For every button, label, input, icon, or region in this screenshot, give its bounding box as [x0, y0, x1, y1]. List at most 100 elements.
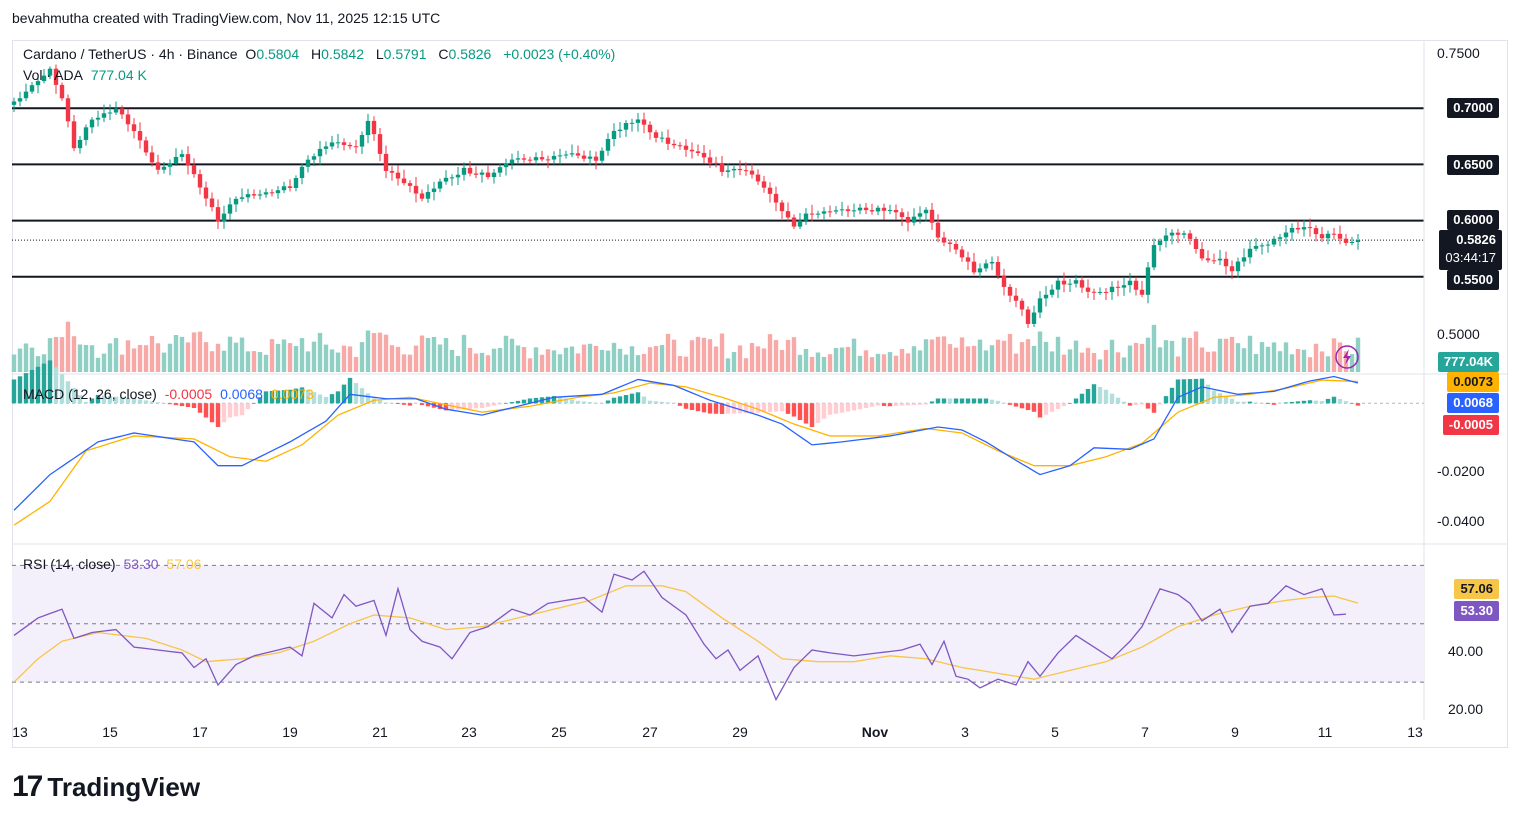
volume-bar — [575, 353, 581, 372]
volume-bar — [1061, 354, 1067, 372]
macd-histogram-bar — [53, 367, 59, 404]
macd-histogram-bar — [551, 396, 557, 404]
macd-histogram-bar — [89, 398, 95, 404]
macd-histogram-bar — [239, 403, 245, 416]
tradingview-logo[interactable]: 17 TradingView — [12, 770, 200, 804]
volume-bar — [959, 337, 965, 372]
volume-bar — [833, 348, 839, 372]
macd-histogram-bar — [527, 398, 533, 404]
macd-histogram-bar — [275, 390, 281, 404]
macd-histogram-bar — [1067, 403, 1073, 404]
macd-histogram-bar — [47, 360, 53, 404]
volume-label[interactable]: Vol · ADA — [23, 67, 83, 83]
volume-bar — [635, 355, 641, 372]
macd-histogram-bar — [1307, 400, 1313, 404]
volume-bar — [581, 344, 587, 372]
macd-histogram-bar — [299, 387, 305, 404]
candle-body — [293, 178, 299, 188]
rsi-legend: RSI (14, close) 53.30 57.06 — [23, 556, 205, 572]
macd-histogram-bar — [851, 403, 857, 411]
candle-body — [1259, 245, 1265, 247]
rsi-value: 53.30 — [123, 556, 159, 572]
candle-body — [317, 148, 323, 157]
volume-bar — [1313, 343, 1319, 372]
volume-bar — [707, 339, 713, 372]
candle-body — [431, 188, 437, 192]
candle-body — [443, 177, 449, 182]
chart-attribution: bevahmutha created with TradingView.com,… — [12, 10, 441, 26]
candle-body — [809, 213, 815, 215]
volume-bar — [1217, 338, 1223, 372]
volume-bar — [83, 344, 89, 372]
main-legend: Cardano / TetherUS · 4h · Binance O0.580… — [23, 46, 619, 62]
macd-histogram-bar — [941, 398, 947, 404]
volume-bar — [17, 348, 23, 372]
macd-histogram-bar — [857, 403, 863, 410]
volume-bar — [137, 344, 143, 372]
candle-body — [281, 186, 287, 191]
macd-histogram-bar — [1187, 379, 1193, 404]
candle-body — [1079, 280, 1085, 288]
volume-bar — [989, 345, 995, 372]
macd-histogram-bar — [671, 402, 677, 404]
candle-body — [341, 142, 347, 145]
time-axis-label: 11 — [1318, 724, 1333, 740]
macd-histogram-bar — [185, 403, 191, 408]
time-axis-label: 17 — [192, 724, 208, 740]
candle-body — [389, 171, 395, 173]
volume-bar — [935, 336, 941, 372]
macd-histogram-bar — [1253, 402, 1259, 404]
tradingview-brand: TradingView — [47, 771, 201, 802]
candle-body — [1001, 275, 1007, 287]
candle-body — [683, 145, 689, 150]
macd-histogram-bar — [161, 403, 167, 404]
candle-body — [503, 163, 509, 168]
macd-histogram-bar — [1175, 379, 1181, 404]
macd-histogram-bar — [335, 391, 341, 404]
macd-histogram-bar — [659, 401, 665, 404]
macd-histogram-bar — [1289, 401, 1295, 404]
macd-histogram-bar — [545, 396, 551, 404]
candle-body — [119, 108, 125, 115]
macd-histogram-bar — [617, 396, 623, 404]
volume-bar — [1139, 343, 1145, 372]
macd-histogram-bar — [1145, 403, 1151, 409]
volume-bar — [755, 346, 761, 372]
candle-body — [17, 98, 23, 102]
candle-body — [35, 81, 41, 86]
volume-bar — [491, 348, 497, 372]
volume-bar — [1145, 337, 1151, 372]
candle-body — [1247, 248, 1253, 258]
volume-bar — [89, 345, 95, 372]
candle-body — [1229, 266, 1235, 272]
volume-bar — [467, 347, 473, 372]
candle-body — [659, 137, 665, 139]
volume-bar — [749, 343, 755, 372]
macd-histogram-bar — [383, 402, 389, 404]
candle-body — [383, 153, 389, 172]
last-price-label: 0.5826 03:44:17 — [1439, 230, 1502, 270]
macd-histogram-bar — [1181, 379, 1187, 404]
macd-histogram-bar — [1259, 403, 1265, 404]
macd-histogram-bar — [1235, 401, 1241, 404]
macd-histogram-bar — [251, 403, 257, 404]
candle-body — [575, 153, 581, 156]
macd-histogram-bar — [971, 398, 977, 404]
macd-histogram-bar — [563, 398, 569, 404]
macd-histogram-bar — [959, 398, 965, 404]
macd-label[interactable]: MACD (12, 26, close) — [23, 386, 157, 402]
volume-bar — [1133, 342, 1139, 372]
volume-bar — [59, 337, 65, 372]
candle-body — [779, 202, 785, 212]
candle-body — [467, 167, 473, 174]
macd-histogram-bar — [1037, 403, 1043, 418]
macd-histogram-bar — [77, 395, 83, 404]
symbol-title[interactable]: Cardano / TetherUS · 4h · Binance — [23, 46, 238, 62]
volume-bar — [1199, 347, 1205, 372]
rsi-label[interactable]: RSI (14, close) — [23, 556, 116, 572]
candle-body — [329, 142, 335, 147]
macd-histogram-bar — [677, 403, 683, 406]
macd-histogram-bar — [485, 403, 491, 407]
time-axis-label: 27 — [642, 724, 658, 740]
